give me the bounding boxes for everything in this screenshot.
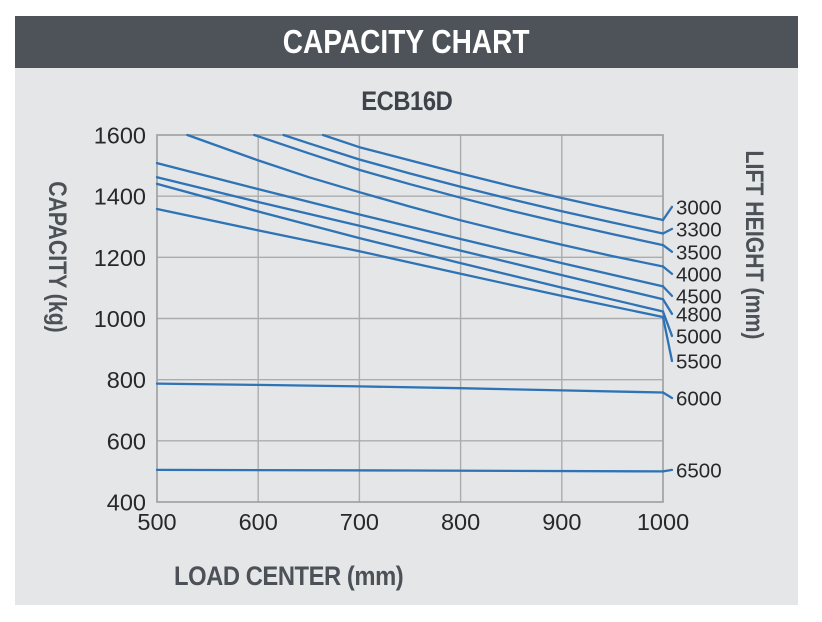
- y-tick-label-1400: 1400: [94, 184, 146, 210]
- leader-6500: [661, 468, 674, 473]
- lift-height-label-6000: 6000: [676, 388, 722, 411]
- model-subtitle-text: ECB16D: [360, 86, 453, 116]
- x-tick-label-900: 900: [542, 509, 581, 535]
- y-tick-label-400: 400: [107, 490, 146, 516]
- y-tick-label-1600: 1600: [94, 123, 146, 149]
- capacity-curve-4000: [186, 133, 665, 268]
- leader-5500: [661, 315, 674, 363]
- capacity-curve-5500: [155, 207, 665, 319]
- y2-axis-title: LIFT HEIGHT (mm): [740, 150, 768, 340]
- lift-height-label-3300: 3300: [676, 218, 722, 241]
- capacity-curve-3000: [321, 133, 665, 222]
- lift-height-label-5500: 5500: [676, 351, 722, 374]
- capacity-curve-5000: [155, 182, 665, 313]
- x-axis-title: LOAD CENTER (mm): [174, 561, 404, 591]
- y-tick-label-1200: 1200: [94, 245, 146, 271]
- leader-3300: [661, 227, 674, 235]
- leader-5000: [661, 310, 674, 338]
- lift-height-label-4800: 4800: [676, 303, 722, 326]
- y-tick-label-800: 800: [107, 367, 146, 393]
- x-tick-label-600: 600: [239, 509, 278, 535]
- chart-title-bar: CAPACITY CHART: [15, 16, 798, 68]
- leader-4500: [661, 285, 674, 298]
- x-tick-label-1000: 1000: [637, 509, 689, 535]
- leader-4800: [661, 298, 674, 316]
- capacity-curve-3300: [282, 133, 665, 235]
- y-tick-label-1000: 1000: [94, 306, 146, 332]
- lift-height-label-4500: 4500: [676, 285, 722, 308]
- leader-6000: [661, 391, 674, 400]
- x-tick-label-500: 500: [137, 509, 176, 535]
- y-tick-label-600: 600: [107, 428, 146, 454]
- capacity-curve-4500: [155, 161, 665, 288]
- x-tick-label-800: 800: [441, 509, 480, 535]
- lift-height-label-4000: 4000: [676, 263, 722, 286]
- lift-height-label-3500: 3500: [676, 241, 722, 264]
- lift-height-label-6500: 6500: [676, 459, 722, 482]
- capacity-curve-3500: [253, 133, 665, 247]
- leader-3500: [661, 243, 674, 253]
- x-tick-label-700: 700: [340, 509, 379, 535]
- capacity-curve-6000: [155, 382, 665, 394]
- y-axis-title: CAPACITY (kg): [43, 181, 71, 333]
- lift-height-label-5000: 5000: [676, 325, 722, 348]
- lift-height-label-3000: 3000: [676, 196, 722, 219]
- capacity-curve-6500: [155, 468, 665, 473]
- leader-3000: [661, 205, 674, 222]
- capacity-curve-4800: [155, 176, 665, 301]
- model-subtitle: ECB16D: [15, 86, 798, 117]
- page-title: CAPACITY CHART: [283, 23, 530, 60]
- leader-4000: [661, 265, 674, 275]
